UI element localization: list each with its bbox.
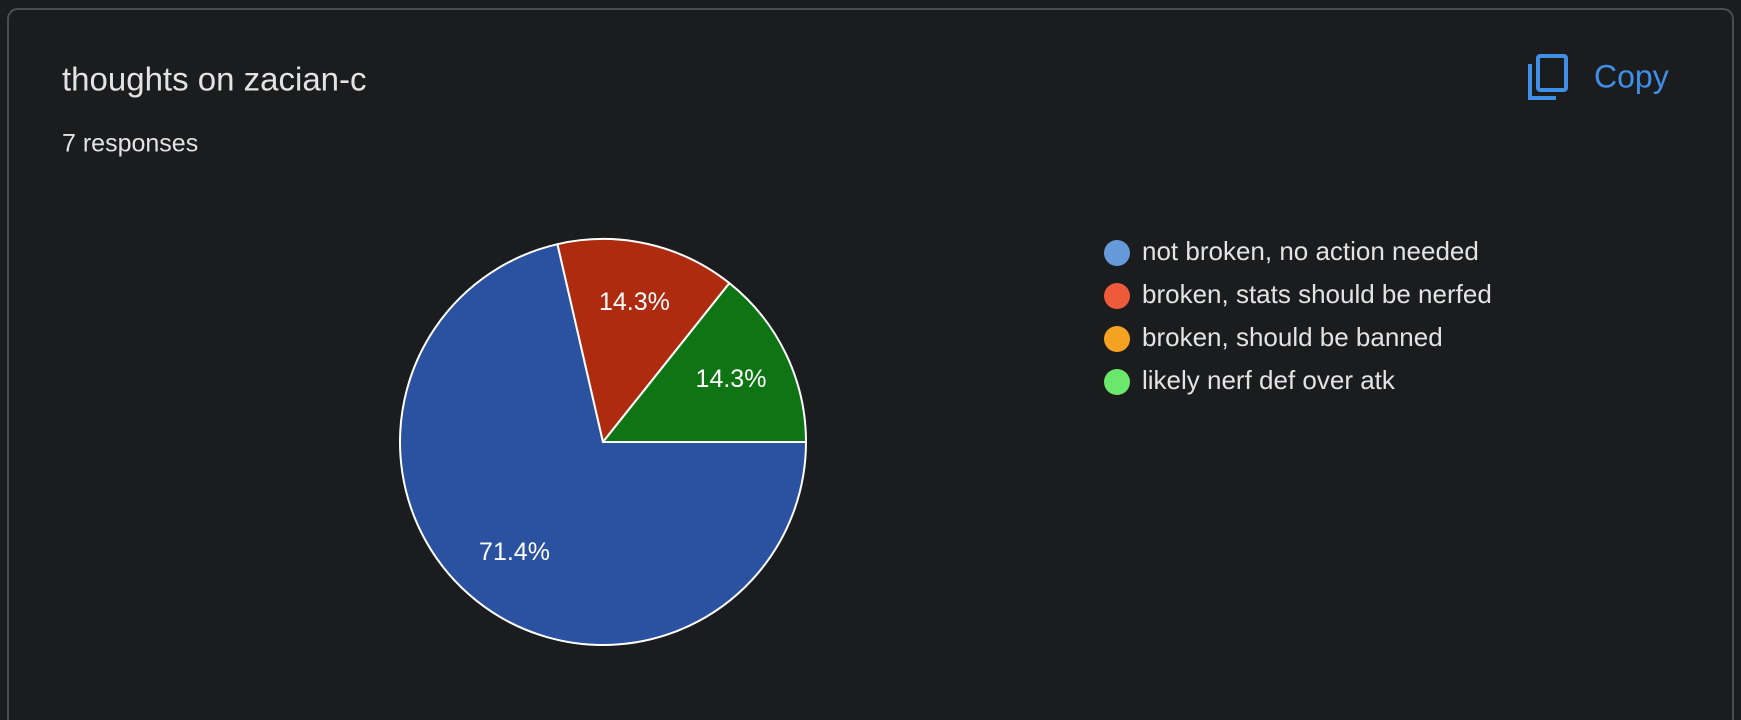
copy-label[interactable]: Copy xyxy=(1594,58,1669,94)
chart-title: thoughts on zacian-c xyxy=(62,61,367,98)
legend-swatch xyxy=(1104,283,1130,309)
legend-label: not broken, no action needed xyxy=(1142,236,1479,266)
pie-slice xyxy=(556,238,731,443)
slice-label: 14.3% xyxy=(599,288,670,316)
legend-swatch xyxy=(1104,240,1130,266)
card-border xyxy=(7,8,1734,720)
slice-label: 71.4% xyxy=(479,538,550,566)
legend-swatch xyxy=(1104,326,1130,352)
legend-label: broken, stats should be nerfed xyxy=(1142,279,1492,309)
pie-slice xyxy=(602,282,807,443)
copy-icon-back xyxy=(1528,64,1556,100)
pie-slice xyxy=(399,243,807,646)
legend-label: likely nerf def over atk xyxy=(1142,365,1396,395)
legend-swatch xyxy=(1104,369,1130,395)
chart-subtitle: 7 responses xyxy=(62,130,198,158)
copy-button[interactable]: Copy xyxy=(1520,50,1680,106)
copy-icon-front xyxy=(1536,54,1568,92)
legend-label: broken, should be banned xyxy=(1142,322,1443,352)
slice-label: 14.3% xyxy=(696,365,767,393)
